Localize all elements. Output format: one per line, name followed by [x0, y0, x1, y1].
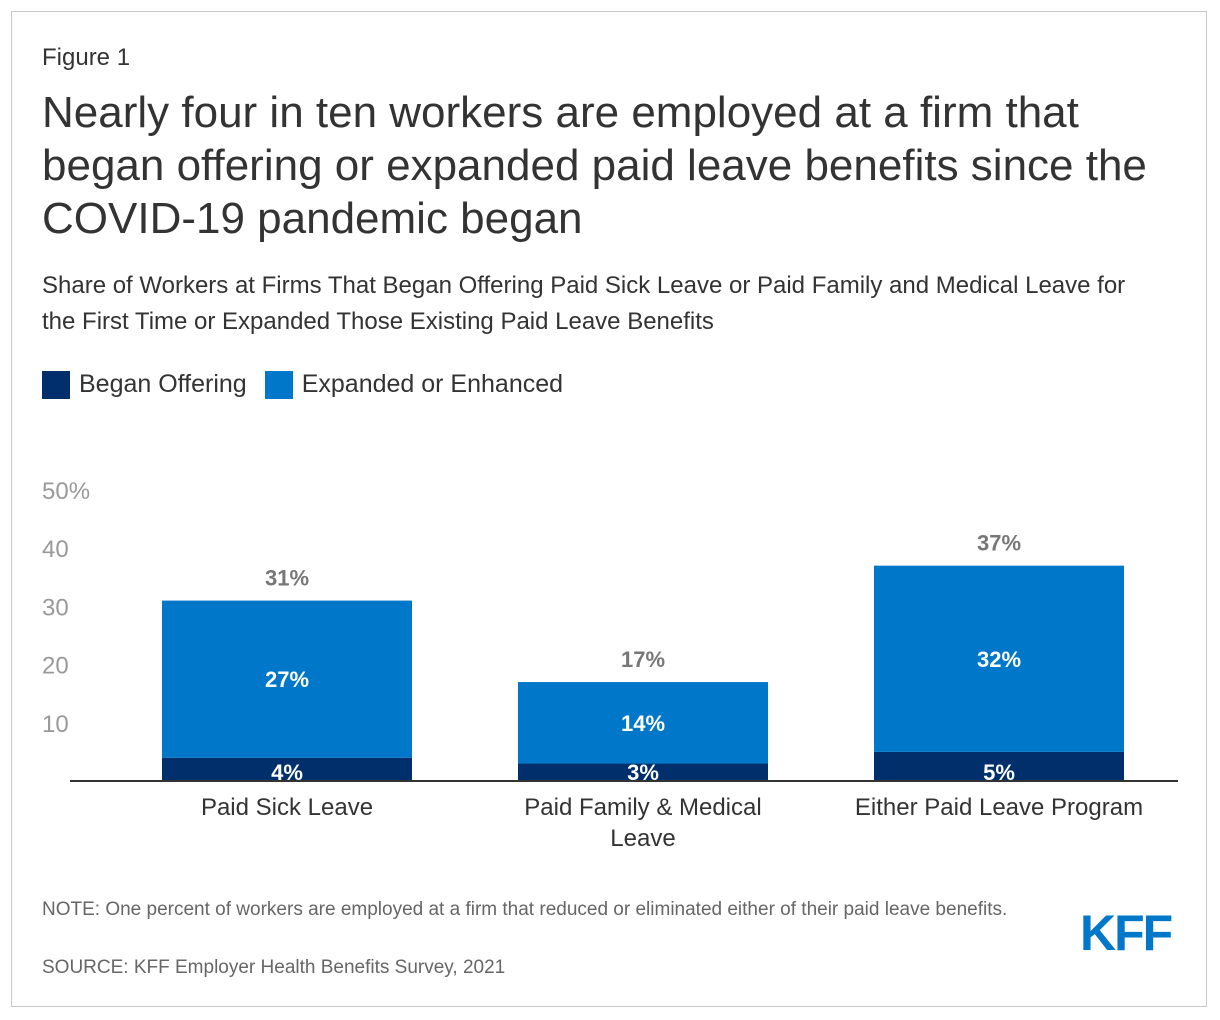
legend-swatch-expanded — [264, 370, 293, 399]
kff-logo: KFF — [1080, 905, 1174, 955]
bar-value-label: 14% — [621, 711, 665, 736]
chart-note: NOTE: One percent of workers are employe… — [42, 899, 1008, 920]
x-category-label: Paid Sick Leave — [201, 794, 373, 821]
kff-logo-text: KFF — [1080, 905, 1172, 955]
bar-segment — [874, 751, 1124, 781]
x-category-label: Either Paid Leave Program — [855, 794, 1143, 821]
legend-swatch-began-offering — [42, 370, 70, 399]
bar-segment — [162, 757, 412, 781]
y-tick-label: 30 — [42, 594, 69, 621]
chart-subtitle: Share of Workers at Firms That Began Off… — [42, 272, 1126, 335]
bar-segment — [874, 565, 1124, 752]
bar-total-label: 31% — [265, 566, 309, 591]
legend: Began Offering Expanded or Enhanced — [42, 370, 581, 399]
bar-total-label: 37% — [977, 531, 1021, 556]
legend-item-began-offering: Began Offering — [42, 370, 247, 399]
y-tick-label: 40 — [42, 536, 69, 563]
legend-item-expanded: Expanded or Enhanced — [264, 370, 564, 399]
bar-segment — [162, 600, 412, 758]
bar-segment — [518, 763, 768, 781]
bar-value-label: 27% — [265, 667, 309, 692]
y-tick-label: 20 — [42, 653, 69, 680]
x-category-label: Leave — [610, 825, 675, 852]
chart-title: Nearly four in ten workers are employed … — [42, 88, 1147, 243]
legend-label-began-offering: Began Offering — [79, 370, 247, 398]
x-category-label: Paid Family & Medical — [524, 794, 761, 821]
bar-total-label: 17% — [621, 647, 665, 672]
figure-label: Figure 1 — [42, 44, 131, 71]
bar-value-label: 32% — [977, 647, 1021, 672]
bar-segment — [518, 682, 768, 764]
y-tick-label: 50% — [42, 478, 90, 505]
chart-source: SOURCE: KFF Employer Health Benefits Sur… — [42, 957, 506, 978]
y-tick-label: 10 — [42, 711, 69, 738]
figure-frame — [11, 11, 1207, 1007]
legend-label-expanded: Expanded or Enhanced — [301, 370, 564, 398]
